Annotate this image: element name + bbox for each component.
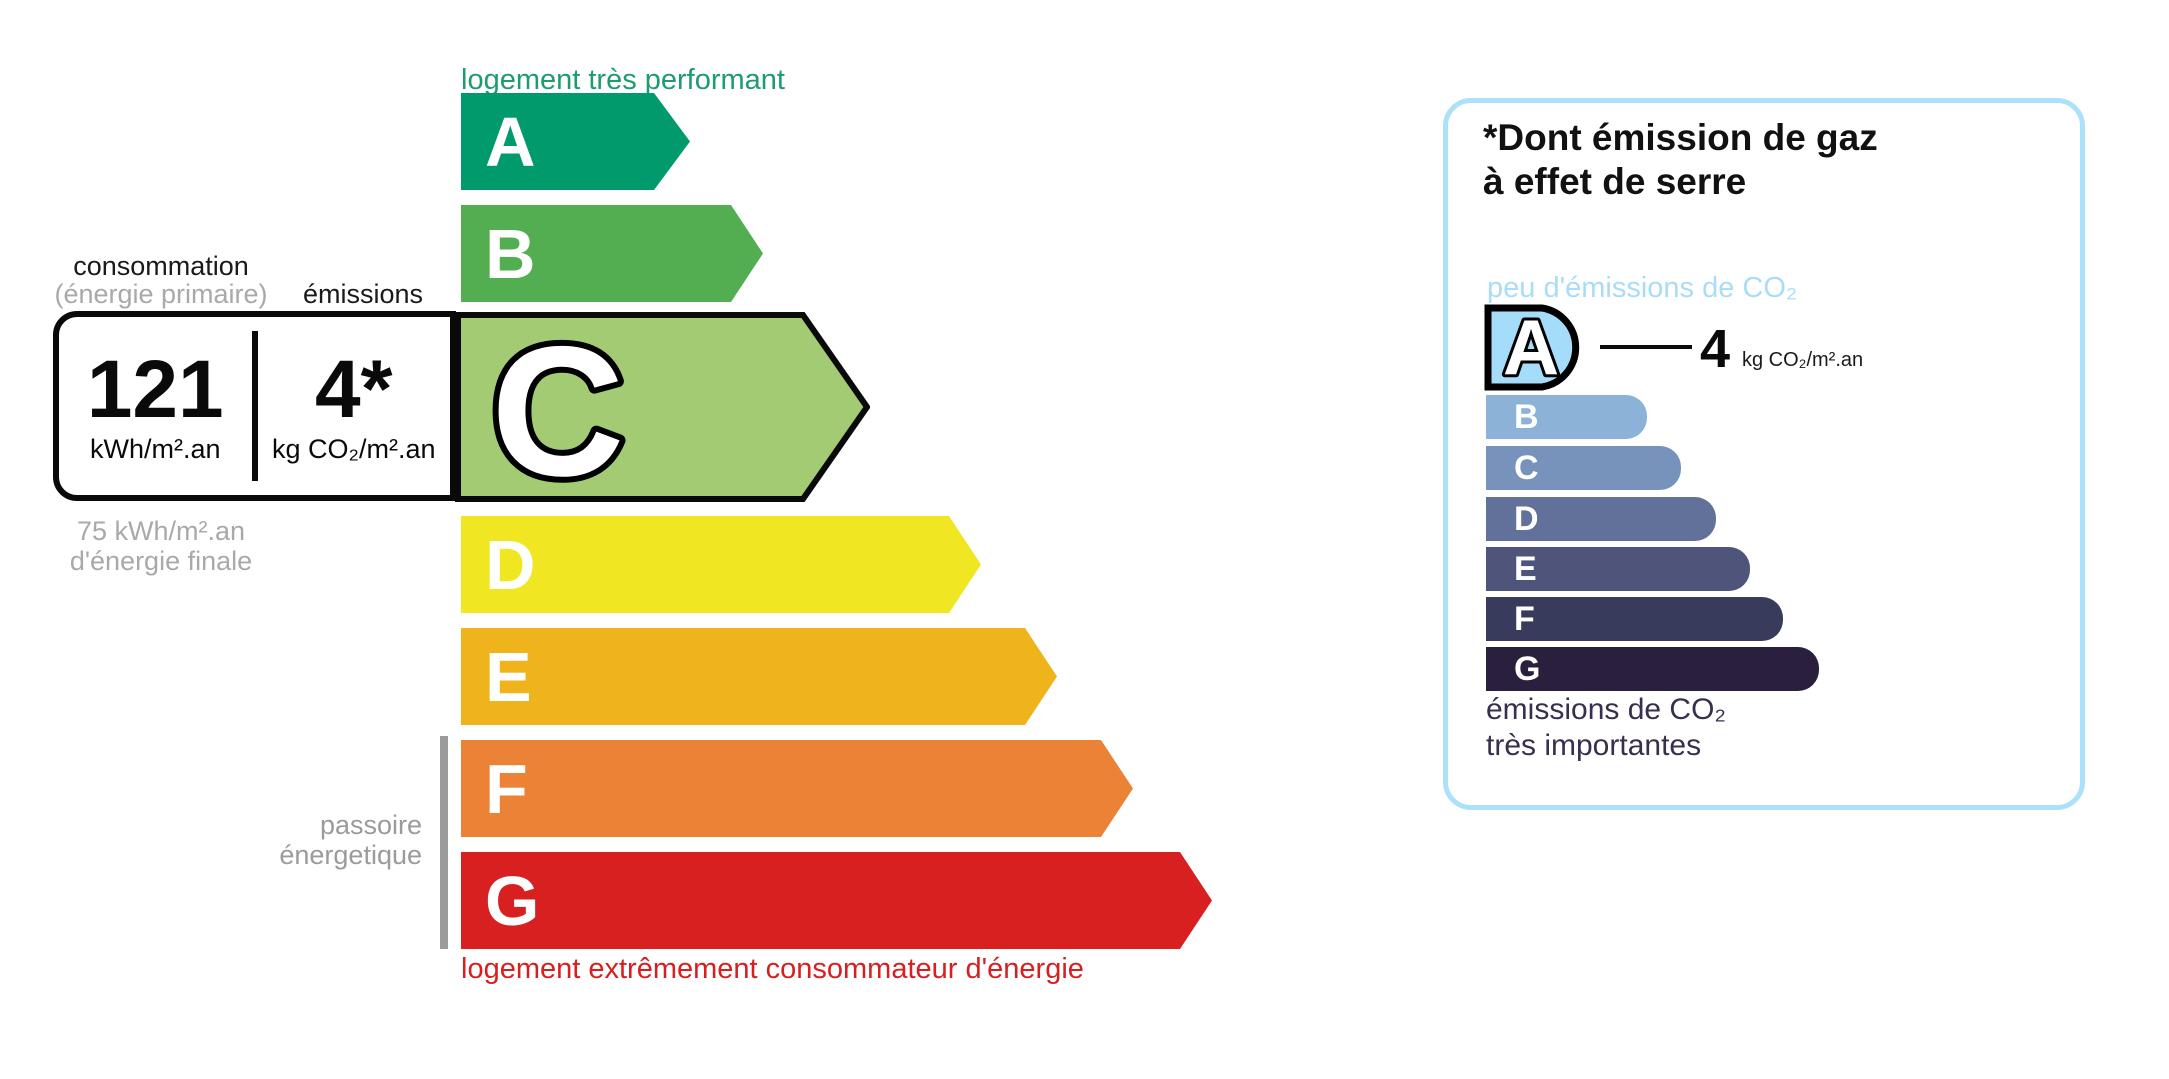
- co2-annotation-unit: kg CO₂/m².an: [1742, 349, 1864, 371]
- final-energy-line2: d'énergie finale: [69, 546, 253, 576]
- co2-subtitle: peu d'émissions de CO₂: [1487, 272, 1798, 304]
- co2-letter-G: G: [1514, 650, 1541, 688]
- co2-letter-B: B: [1514, 398, 1539, 436]
- co2-bar-G: G: [1486, 647, 1819, 691]
- co2-title-line1: *Dont émission de gaz: [1483, 117, 1878, 158]
- co2-class-a-badge: A: [1484, 303, 1580, 392]
- co2-letter-E: E: [1514, 550, 1537, 588]
- energy-bar-D: D: [461, 516, 981, 613]
- sieve-line1: passoire: [319, 810, 422, 840]
- energy-bar-A: A: [461, 93, 690, 190]
- co2-title-line2: à effet de serre: [1483, 161, 1747, 202]
- emissions-unit: kg CO₂/m².an: [271, 433, 436, 464]
- co2-bar-B: B: [1486, 395, 1647, 439]
- co2-bar-E: E: [1486, 547, 1750, 591]
- co2-bar-F: F: [1486, 597, 1783, 641]
- energy-bar-B: B: [461, 205, 763, 302]
- energy-bar-F: F: [461, 740, 1133, 837]
- final-energy-note: 75 kWh/m².an d'énergie finale: [41, 516, 281, 576]
- consumption-subheader: (énergie primaire): [54, 279, 268, 309]
- emissions-cell: 4* kg CO₂/m².an: [258, 317, 451, 495]
- consumption-emissions-box: 121 kWh/m².an 4* kg CO₂/m².an: [53, 311, 456, 501]
- sieve-marker-bar: [440, 736, 448, 949]
- consumption-value: 121: [86, 343, 224, 435]
- co2-letter-D: D: [1514, 500, 1539, 538]
- consumption-cell: 121 kWh/m².an: [59, 317, 252, 495]
- co2-badge-shape: [1484, 304, 1580, 391]
- consumption-unit: kWh/m².an: [89, 433, 221, 464]
- energy-sieve-label: passoire énergetique: [222, 810, 422, 870]
- co2-footer: émissions de CO₂ très importantes: [1486, 692, 1726, 764]
- energy-letter-C: C: [491, 312, 625, 502]
- co2-badge-letter: A: [1503, 303, 1559, 391]
- energy-letter-E: E: [485, 637, 532, 716]
- final-energy-line1: 75 kWh/m².an: [76, 516, 246, 546]
- energy-letter-B: B: [485, 214, 536, 293]
- consumption-header: consommation: [73, 251, 249, 281]
- co2-bar-D: D: [1486, 497, 1716, 541]
- energy-bar-G: G: [461, 852, 1212, 949]
- energy-bar-C-selected: C: [455, 312, 870, 502]
- bottom-caption: logement extrêmement consommateur d'éner…: [461, 953, 1084, 985]
- emissions-header: émissions: [302, 279, 424, 309]
- box-divider: [251, 331, 258, 481]
- co2-annotation-line: [1600, 345, 1692, 349]
- co2-footer-line1: émissions de CO₂: [1486, 693, 1727, 726]
- co2-bar-C: C: [1486, 446, 1681, 490]
- energy-letter-F: F: [485, 749, 528, 828]
- co2-panel-title: *Dont émission de gaz à effet de serre: [1483, 116, 1878, 204]
- energy-letter-A: A: [485, 102, 536, 181]
- co2-letter-C: C: [1514, 449, 1539, 487]
- co2-footer-line2: très importantes: [1486, 729, 1702, 762]
- energy-letter-G: G: [485, 861, 540, 940]
- energy-letter-D: D: [485, 525, 536, 604]
- sieve-line2: énergetique: [279, 840, 422, 870]
- co2-annotation-value: 4: [1700, 319, 1731, 379]
- emissions-value: 4*: [314, 343, 393, 435]
- co2-letter-F: F: [1514, 600, 1535, 638]
- top-caption: logement très performant: [461, 64, 785, 96]
- energy-bar-E: E: [461, 628, 1057, 725]
